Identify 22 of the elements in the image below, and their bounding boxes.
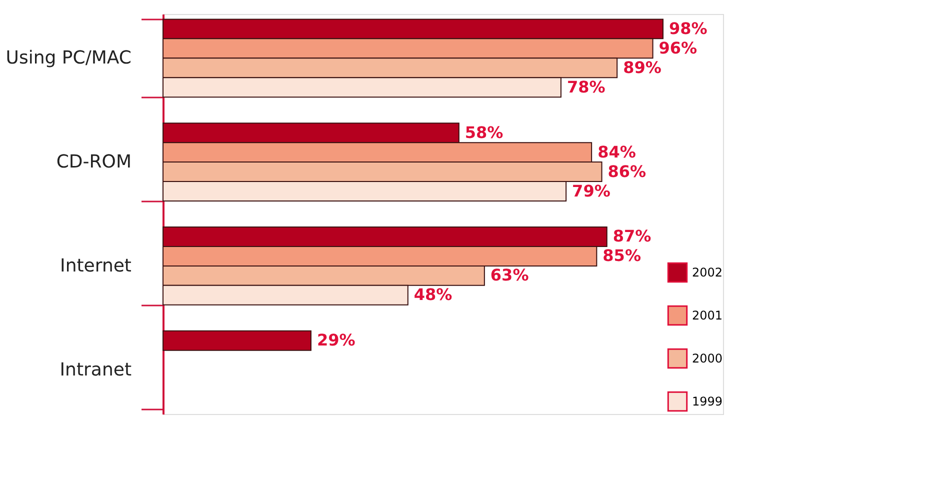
data-label: 29%	[316, 330, 356, 350]
legend-label: 1999	[692, 394, 723, 408]
data-label: 79%	[572, 181, 610, 200]
data-label: 86%	[608, 162, 646, 181]
data-label: 96%	[658, 38, 698, 58]
y-tick-label: Intranet	[60, 359, 132, 380]
y-tick-label: Using PC/MAC	[6, 48, 132, 69]
data-label: 98%	[669, 18, 708, 38]
data-label: 87%	[612, 226, 652, 246]
data-label: 63%	[490, 266, 529, 285]
legend-label: 2001	[692, 308, 723, 322]
y-tick-label: CD-ROM	[56, 152, 132, 173]
data-label: 85%	[602, 246, 641, 266]
data-label: 89%	[623, 58, 662, 77]
bar	[162, 330, 312, 351]
data-label: 84%	[598, 142, 636, 162]
y-tick-label: Internet	[60, 255, 132, 276]
legend-label: 2002	[692, 266, 723, 280]
data-label: 78%	[566, 77, 606, 96]
data-label: 58%	[464, 122, 504, 142]
data-label: 48%	[414, 285, 452, 304]
legend-label: 2000	[692, 352, 723, 366]
